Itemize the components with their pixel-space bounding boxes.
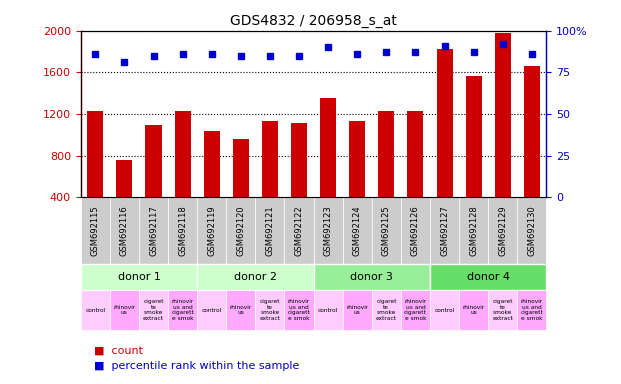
Bar xyxy=(139,197,168,264)
Bar xyxy=(372,197,401,264)
Bar xyxy=(524,66,540,197)
Text: rhinovir
us: rhinovir us xyxy=(113,305,135,315)
Text: donor 3: donor 3 xyxy=(350,272,393,282)
Text: rhinovir
us: rhinovir us xyxy=(346,305,368,315)
Text: control: control xyxy=(435,308,455,313)
Bar xyxy=(495,33,511,197)
Text: donor 4: donor 4 xyxy=(467,272,510,282)
Bar xyxy=(291,123,307,197)
Bar xyxy=(459,290,488,330)
Bar xyxy=(197,197,226,264)
Text: GSM692124: GSM692124 xyxy=(353,205,362,256)
Text: GSM692128: GSM692128 xyxy=(469,205,478,256)
Text: cigaret
te
smoke
extract: cigaret te smoke extract xyxy=(376,300,397,321)
Bar xyxy=(459,197,488,264)
Title: GDS4832 / 206958_s_at: GDS4832 / 206958_s_at xyxy=(230,14,397,28)
Bar xyxy=(314,197,343,264)
Text: donor 2: donor 2 xyxy=(234,272,277,282)
Bar xyxy=(320,98,336,197)
Text: ■  percentile rank within the sample: ■ percentile rank within the sample xyxy=(87,361,299,371)
Text: GSM692126: GSM692126 xyxy=(411,205,420,256)
Bar xyxy=(401,290,430,330)
Bar xyxy=(343,197,372,264)
Text: GSM692116: GSM692116 xyxy=(120,205,129,256)
Bar xyxy=(262,121,278,197)
Text: rhinovir
us and
cigarett
e smok: rhinovir us and cigarett e smok xyxy=(520,300,543,321)
Bar xyxy=(430,290,459,330)
Bar xyxy=(378,111,394,197)
Bar xyxy=(255,290,284,330)
Bar xyxy=(343,290,372,330)
Text: GSM692119: GSM692119 xyxy=(207,205,216,256)
Bar xyxy=(116,160,132,197)
Text: GSM692121: GSM692121 xyxy=(265,205,274,256)
Text: rhinovir
us and
cigarett
e smok: rhinovir us and cigarett e smok xyxy=(171,300,194,321)
Text: rhinovir
us and
cigarett
e smok: rhinovir us and cigarett e smok xyxy=(288,300,310,321)
Bar xyxy=(226,290,255,330)
Bar xyxy=(372,290,401,330)
Bar xyxy=(284,197,314,264)
Bar xyxy=(168,290,197,330)
Text: GSM692117: GSM692117 xyxy=(149,205,158,256)
Bar xyxy=(401,197,430,264)
Bar xyxy=(81,197,110,264)
Bar xyxy=(488,290,517,330)
Bar xyxy=(175,111,191,197)
Bar xyxy=(314,264,430,290)
Text: GSM692115: GSM692115 xyxy=(91,205,100,256)
Text: GSM692129: GSM692129 xyxy=(498,205,507,256)
Bar xyxy=(88,111,103,197)
Bar xyxy=(226,197,255,264)
Text: donor 1: donor 1 xyxy=(117,272,160,282)
Text: rhinovir
us and
cigarett
e smok: rhinovir us and cigarett e smok xyxy=(404,300,427,321)
Bar xyxy=(430,264,546,290)
Text: GSM692127: GSM692127 xyxy=(440,205,449,256)
Bar xyxy=(255,197,284,264)
Text: cigaret
te
smoke
extract: cigaret te smoke extract xyxy=(260,300,280,321)
Text: GSM692120: GSM692120 xyxy=(237,205,245,256)
Bar xyxy=(110,290,139,330)
Bar xyxy=(145,125,161,197)
Bar xyxy=(197,290,226,330)
Bar xyxy=(407,111,424,197)
Bar xyxy=(430,197,459,264)
Text: rhinovir
us: rhinovir us xyxy=(463,305,485,315)
Bar xyxy=(110,197,139,264)
Bar xyxy=(437,50,453,197)
Text: ■  count: ■ count xyxy=(87,345,143,355)
Bar xyxy=(284,290,314,330)
Text: cigaret
te
smoke
extract: cigaret te smoke extract xyxy=(143,300,164,321)
Text: GSM692130: GSM692130 xyxy=(527,205,537,256)
Bar xyxy=(197,264,314,290)
Text: cigaret
te
smoke
extract: cigaret te smoke extract xyxy=(492,300,513,321)
Bar xyxy=(349,121,365,197)
Text: rhinovir
us: rhinovir us xyxy=(230,305,252,315)
Bar xyxy=(168,197,197,264)
Text: control: control xyxy=(202,308,222,313)
Bar xyxy=(517,197,546,264)
Bar xyxy=(81,290,110,330)
Bar xyxy=(233,139,249,197)
Bar xyxy=(466,76,482,197)
Text: GSM692123: GSM692123 xyxy=(324,205,333,256)
Text: GSM692125: GSM692125 xyxy=(382,205,391,256)
Text: control: control xyxy=(85,308,106,313)
Bar xyxy=(517,290,546,330)
Bar xyxy=(139,290,168,330)
Bar xyxy=(314,290,343,330)
Bar xyxy=(488,197,517,264)
Bar xyxy=(204,131,220,197)
Text: control: control xyxy=(318,308,338,313)
Text: GSM692118: GSM692118 xyxy=(178,205,187,256)
Bar xyxy=(81,264,197,290)
Text: GSM692122: GSM692122 xyxy=(294,205,304,256)
